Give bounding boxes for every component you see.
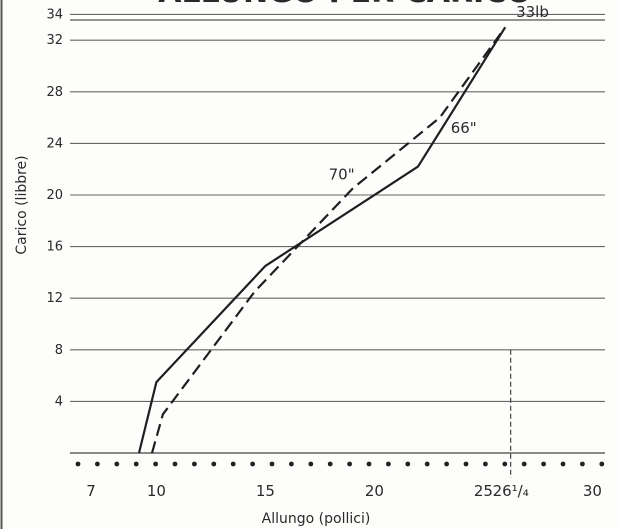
annotation-0: 33lb: [516, 3, 549, 21]
x-axis-label: Allungo (pollici): [262, 511, 371, 527]
series-lines: [137, 26, 507, 454]
chart-title: ALLUNGO PER CARICO: [158, 0, 531, 10]
annotations: 33lb 66" 70": [329, 3, 549, 184]
y-tick-label-12: 12: [46, 291, 63, 306]
x-axis-dot-6: [192, 461, 197, 467]
y-tick-label-24: 24: [46, 136, 63, 151]
x-tick-label-4: 25: [474, 482, 493, 500]
x-tick-label-6: 30: [583, 482, 602, 500]
y-tick-label-34: 34: [46, 7, 63, 22]
gridlines: [70, 13, 605, 402]
x-axis-dot-14: [347, 461, 352, 467]
y-tick-label-4: 4: [55, 394, 63, 409]
y-tick-label-28: 28: [46, 85, 63, 100]
x-axis-dot-22: [502, 461, 508, 467]
x-axis-dot-26: [580, 461, 585, 467]
x-tick-label-1: 10: [147, 482, 166, 500]
x-axis-dot-5: [172, 461, 178, 467]
x-axis-dot-4: [153, 461, 159, 467]
x-axis-dot-1: [95, 461, 100, 467]
x-axis-dot-2: [114, 461, 120, 467]
x-tick-label-2: 15: [256, 482, 275, 500]
annotation-1: 66": [451, 119, 477, 137]
x-axis-dot-13: [327, 461, 333, 467]
x-axis-dot-8: [230, 461, 236, 467]
x-axis-dot-7: [211, 461, 217, 467]
x-axis-dot-23: [521, 461, 527, 467]
x-axis-dot-17: [405, 461, 411, 467]
x-tick-label-0: 7: [86, 482, 96, 500]
x-tick-label-5: 26¹/₄: [493, 482, 529, 500]
series-line-solid: [137, 26, 507, 454]
y-tick-label-32: 32: [46, 33, 63, 48]
x-axis-dot-24: [541, 461, 546, 467]
x-axis-dot-19: [444, 461, 449, 467]
x-axis-dot-18: [424, 461, 430, 467]
x-axis-dot-20: [463, 461, 469, 467]
x-axis-dot-21: [483, 461, 488, 467]
x-axis-dot-27: [599, 461, 605, 467]
annotation-2: 70": [329, 166, 355, 184]
y-tick-label-20: 20: [46, 188, 63, 203]
y-tick-label-8: 8: [55, 343, 63, 358]
x-axis-dot-10: [269, 461, 275, 467]
y-axis-label: Carico (libbre): [14, 155, 30, 254]
y-tick-label-16: 16: [46, 240, 63, 255]
x-axis-dot-3: [133, 461, 139, 467]
x-tick-label-3: 20: [365, 482, 384, 500]
x-axis-dot-15: [366, 461, 372, 467]
x-axis-dot-25: [560, 461, 566, 467]
series-line-dashed: [150, 26, 507, 454]
x-axis-dot-12: [308, 461, 314, 467]
x-axis-dot-11: [289, 461, 294, 467]
x-axis-dot-0: [75, 461, 81, 467]
x-axis-dot-9: [250, 461, 256, 467]
x-axis-dot-16: [386, 461, 391, 467]
x-axis: [70, 452, 605, 467]
x-tick-labels: 7 10 15 20 25 26¹/₄ 30: [86, 482, 602, 500]
y-tick-labels: 4 8 12 16 20 24 28 32 34: [46, 7, 63, 409]
